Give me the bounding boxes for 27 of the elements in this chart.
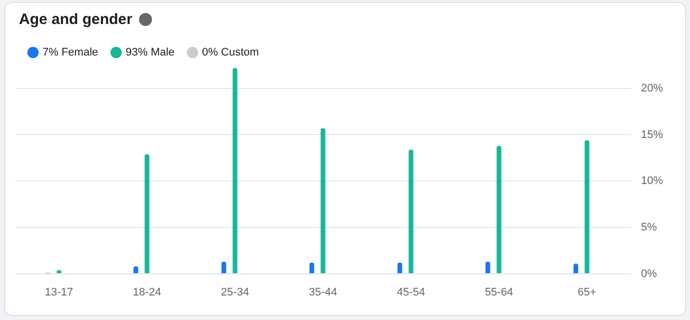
bar <box>584 140 590 274</box>
x-tick-label: 18-24 <box>132 286 162 298</box>
x-tick-label: 65+ <box>578 286 596 298</box>
legend-label: 0% Custom <box>202 46 259 59</box>
bar <box>408 150 414 274</box>
bar <box>222 262 226 274</box>
chart-title: Age and gender <box>19 11 132 28</box>
bar <box>398 262 402 274</box>
bar <box>232 68 238 274</box>
x-tick-label: 25-34 <box>220 286 250 298</box>
y-tick-label: 10% <box>640 175 664 188</box>
y-tick-label: 5% <box>640 221 658 234</box>
bar <box>496 146 502 274</box>
x-tick-label: 13-17 <box>44 286 74 298</box>
x-tick-label: 35-44 <box>308 286 338 298</box>
bar <box>574 264 578 274</box>
y-tick-label: 15% <box>640 128 664 141</box>
bar <box>310 262 314 274</box>
legend-label: 93% Male <box>126 46 175 59</box>
x-tick-label: 45-54 <box>396 286 426 298</box>
x-tick-label: 55-64 <box>484 286 514 298</box>
y-tick-label: 0% <box>640 268 658 280</box>
legend-label: 7% Female <box>42 46 98 59</box>
y-tick-label: 20% <box>640 82 664 94</box>
bar <box>320 128 326 274</box>
bar <box>486 262 490 274</box>
bar <box>144 154 150 274</box>
